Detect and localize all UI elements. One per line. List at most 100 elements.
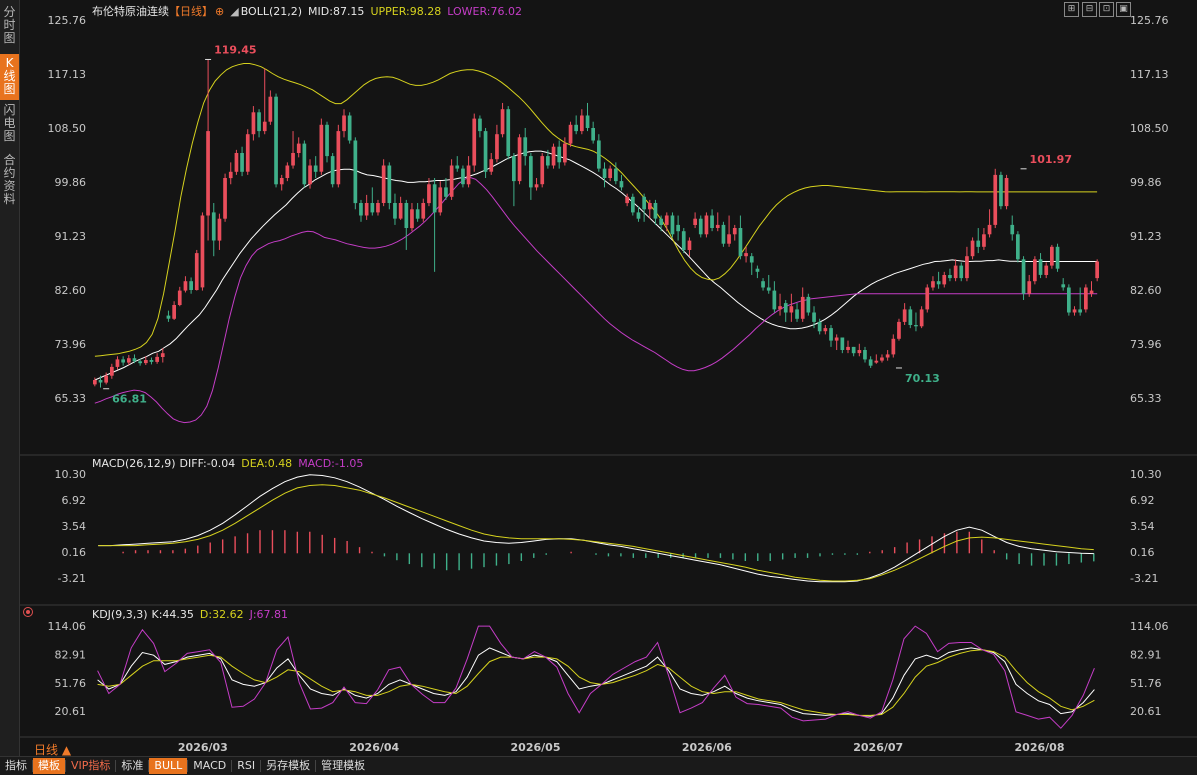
kdj-axis-tick-right: 20.61: [1130, 705, 1162, 718]
candle-body: [574, 124, 578, 132]
price-axis-tick-left: 117.13: [48, 68, 87, 81]
candle-body: [421, 203, 426, 219]
toolbar-indicator[interactable]: 指标: [5, 759, 27, 772]
toolbar-manage-template[interactable]: 管理模板: [321, 759, 366, 772]
candle-body: [721, 224, 726, 244]
candle-body: [172, 305, 176, 319]
minus-icon[interactable]: ⊟: [1082, 2, 1097, 17]
candle-body: [631, 196, 635, 213]
price-axis-tick-left: 125.76: [48, 14, 87, 27]
macd-value: MACD:-1.05: [298, 457, 364, 470]
macd-axis-tick-right: 0.16: [1130, 546, 1155, 559]
grid-layout-icon[interactable]: ⊞: [1064, 2, 1079, 17]
toolbar-macd[interactable]: MACD: [193, 759, 227, 772]
candle-body: [551, 146, 556, 166]
candle-body: [908, 309, 913, 325]
tab-time-sharing[interactable]: 分时图: [0, 6, 19, 50]
candle-body: [693, 218, 697, 225]
candle-body: [948, 275, 952, 279]
candle-body: [370, 203, 375, 213]
candle-body: [127, 358, 131, 363]
candle-body: [110, 366, 114, 376]
candle-body: [387, 165, 392, 203]
candle-body: [829, 328, 833, 341]
toolbar-bull[interactable]: BULL: [149, 758, 188, 774]
candle-body: [704, 215, 709, 235]
candle-body: [636, 212, 641, 219]
restore-icon[interactable]: ⊡: [1099, 2, 1114, 17]
tab-flash-chart[interactable]: 闪电图: [0, 104, 19, 148]
toolbar-vip-indicator[interactable]: VIP指标: [71, 759, 111, 772]
macd-axis-tick-right: 10.30: [1130, 468, 1162, 481]
candle-body: [478, 118, 482, 132]
candle-body: [563, 143, 567, 163]
macd-info-bar: MACD(26,12,9) DIFF:-0.04 DEA:0.48 MACD:-1.0…: [92, 457, 369, 470]
candle-body: [353, 140, 358, 204]
price-axis-tick-left: 82.60: [55, 284, 87, 297]
candle-body: [585, 115, 590, 128]
candle-body: [1078, 309, 1082, 313]
candle-body: [755, 268, 760, 272]
macd-dea: DEA:0.48: [241, 457, 293, 470]
candle-body: [308, 165, 312, 185]
tab-kline[interactable]: K线图: [0, 54, 19, 100]
candle-body: [783, 303, 788, 313]
candle-body: [902, 309, 907, 322]
candle-body: [772, 290, 777, 310]
candle-body: [472, 118, 477, 166]
maximize-icon[interactable]: ▣: [1116, 2, 1131, 17]
tab-contract-info[interactable]: 合约资料: [0, 154, 19, 212]
candle-body: [851, 346, 856, 354]
candle-body: [540, 156, 545, 185]
candle-body: [1084, 287, 1088, 310]
candle-body: [183, 281, 188, 291]
toolbar-standard[interactable]: 标准: [121, 759, 144, 772]
candle-body: [987, 224, 992, 235]
candle-body: [228, 171, 233, 179]
candle-body: [840, 337, 845, 350]
candle-body: [115, 359, 120, 367]
kdj-info-bar: KDJ(9,3,3) K:44.35 D:32.62 J:67.81: [92, 608, 294, 621]
expand-icon[interactable]: ⊕: [215, 5, 225, 18]
candle-body: [687, 240, 692, 250]
candle-body: [914, 325, 918, 327]
candle-body: [211, 212, 216, 241]
candle-body: [676, 224, 680, 232]
date-axis-tick: 2026/06: [682, 741, 732, 754]
indicator-settings-icon[interactable]: [23, 607, 33, 617]
price-axis-tick-right: 65.33: [1130, 392, 1162, 405]
chart-style-icon[interactable]: ◢: [230, 5, 239, 18]
boll-lower-line: [94, 176, 1098, 424]
candle-body: [738, 228, 743, 257]
candle-body: [698, 218, 703, 235]
toolbar-template[interactable]: 模板: [33, 758, 65, 774]
toolbar-rsi[interactable]: RSI: [237, 759, 256, 772]
candle-body: [376, 203, 380, 213]
candle-body: [398, 203, 403, 219]
period-label[interactable]: 日线 ▲: [34, 743, 72, 757]
candle-body: [245, 134, 250, 172]
macd-name: MACD(26,12,9): [92, 457, 176, 470]
candle-body: [410, 209, 414, 229]
macd-axis-tick-left: -3.21: [58, 572, 86, 585]
candle-body: [534, 184, 539, 188]
candle-body: [965, 256, 969, 279]
price-axis-tick-right: 125.76: [1130, 14, 1169, 27]
candle-body: [817, 321, 822, 332]
price-axis-tick-right: 82.60: [1130, 284, 1162, 297]
candle-body: [727, 234, 731, 244]
toolbar-save-template[interactable]: 另存模板: [266, 759, 311, 772]
candle-body: [432, 184, 437, 213]
candle-body: [149, 360, 154, 362]
candle-body: [194, 253, 199, 290]
candle-body: [517, 137, 522, 182]
candle-body: [931, 281, 935, 288]
candle-body: [251, 112, 256, 135]
boll-upper: UPPER:98.28: [370, 5, 442, 18]
candle-body: [393, 203, 397, 219]
candle-body: [404, 203, 409, 228]
candle-body: [614, 168, 618, 182]
candle-body: [262, 121, 267, 132]
candle-body: [942, 275, 947, 285]
candle-body: [546, 156, 550, 166]
